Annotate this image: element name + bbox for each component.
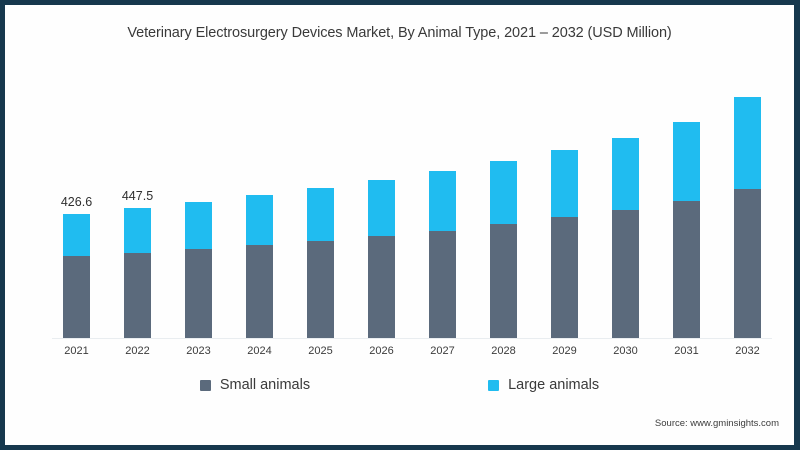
bar-segment-large-animals — [551, 149, 578, 218]
bar-group — [246, 65, 273, 338]
x-axis-tick-2027: 2027 — [430, 345, 455, 357]
bar-segment-small-animals — [124, 253, 151, 338]
chart-legend: Small animals Large animals — [5, 377, 794, 393]
bar-segment-small-animals — [307, 240, 334, 338]
x-axis-tick-2022: 2022 — [125, 345, 150, 357]
bar-segment-small-animals — [734, 188, 761, 338]
bar-group — [429, 65, 456, 338]
bar-group — [307, 65, 334, 338]
bar-segment-large-animals — [124, 208, 151, 254]
bar-segment-large-animals — [429, 171, 456, 231]
bar-group — [551, 65, 578, 338]
chart-title: Veterinary Electrosurgery Devices Market… — [127, 25, 672, 41]
bar-segment-small-animals — [429, 230, 456, 338]
x-axis-tick-2031: 2031 — [674, 345, 699, 357]
bar-segment-small-animals — [246, 245, 273, 338]
bar-group — [673, 65, 700, 338]
bar-group — [612, 65, 639, 338]
bar-segment-large-animals — [673, 122, 700, 201]
bar-segment-large-animals — [368, 180, 395, 236]
x-axis-tick-2021: 2021 — [64, 345, 89, 357]
legend-item[interactable]: Large animals — [488, 377, 599, 393]
bar-segment-large-animals — [246, 194, 273, 246]
bar-segment-small-animals — [185, 249, 212, 338]
bar-segment-large-animals — [307, 187, 334, 241]
bar-group — [185, 65, 212, 338]
bar-segment-large-animals — [490, 160, 517, 225]
legend-swatch-small-animals — [199, 379, 211, 391]
bar-segment-large-animals — [734, 96, 761, 189]
x-axis-tick-2028: 2028 — [491, 345, 516, 357]
x-axis-tick-2032: 2032 — [735, 345, 760, 357]
x-axis-tick-2023: 2023 — [186, 345, 211, 357]
x-axis-tick-2029: 2029 — [552, 345, 577, 357]
plot-area: 426.6 447.5 — [52, 65, 772, 339]
bar-segment-small-animals — [368, 235, 395, 338]
legend-item-label: Small animals — [219, 377, 311, 393]
source-attribution: Source: www.gminsights.com — [654, 418, 779, 429]
bar-value-label: 426.6 — [60, 195, 93, 210]
bar-group: 447.5 — [121, 65, 154, 338]
bar-segment-small-animals — [551, 217, 578, 338]
x-axis-tick-2026: 2026 — [369, 345, 394, 357]
bar-segment-small-animals — [673, 200, 700, 338]
bar-group — [734, 65, 761, 338]
bar-segment-large-animals — [185, 201, 212, 250]
bar-group — [368, 65, 395, 338]
bar-segment-small-animals — [63, 256, 90, 338]
bar-series-container: 426.6 447.5 — [52, 65, 772, 338]
chart-canvas: Veterinary Electrosurgery Devices Market… — [5, 5, 794, 445]
x-axis-tick-labels: 2021 2022 2023 2024 2025 2026 2027 2028 2029 2030… — [52, 345, 772, 357]
legend-item-label: Large animals — [508, 377, 600, 393]
bar-segment-small-animals — [612, 209, 639, 338]
bar-group — [490, 65, 517, 338]
x-axis-tick-2025: 2025 — [308, 345, 333, 357]
bar-value-label: 447.5 — [121, 189, 154, 204]
bar-segment-small-animals — [490, 224, 517, 338]
bar-group: 426.6 — [60, 65, 93, 338]
legend-item[interactable]: Small animals — [199, 377, 311, 393]
x-axis-tick-2024: 2024 — [247, 345, 272, 357]
x-axis-line — [52, 338, 772, 339]
x-axis-tick-2030: 2030 — [613, 345, 638, 357]
bar-segment-large-animals — [612, 137, 639, 210]
bar-segment-large-animals — [63, 214, 90, 257]
legend-swatch-large-animals — [488, 379, 500, 391]
